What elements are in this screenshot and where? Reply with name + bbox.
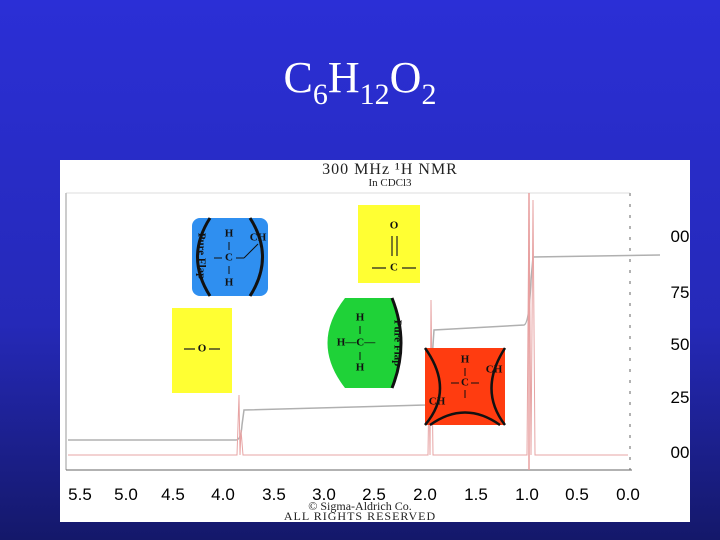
right-tick-label: 25	[671, 388, 690, 407]
spectrum-solvent: In CDCl3	[368, 177, 412, 189]
fragment-oxygen: O	[172, 308, 232, 393]
atom: H	[461, 354, 470, 366]
x-tick-label: 4.0	[211, 485, 235, 504]
title-sub: 12	[360, 78, 390, 111]
right-tick-label: 00	[671, 227, 690, 246]
x-tick-label: 3.5	[262, 485, 286, 504]
bonds	[214, 242, 259, 274]
title-sub: 2	[421, 78, 436, 111]
fragment-bg	[327, 298, 400, 388]
x-tick-label: 2.5	[362, 485, 386, 504]
copyright: © Sigma-Aldrich Co.	[308, 499, 411, 513]
x-axis-labels: 5.5 5.0 4.5 4.0 3.5 3.0 2.5 2.0 1.5 1.0 …	[68, 485, 640, 504]
bonds	[372, 236, 416, 269]
atom: CH	[486, 364, 503, 376]
right-axis-labels: 00 75 50 25 00	[671, 227, 690, 462]
atom: C	[225, 252, 233, 264]
x-tick-label: 1.5	[464, 485, 488, 504]
atom: H—C—	[337, 337, 377, 349]
atom: CH	[250, 232, 267, 244]
atom: H	[225, 228, 234, 240]
right-tick-label: 00	[671, 443, 690, 462]
x-tick-label: 2.0	[413, 485, 437, 504]
atom: H	[356, 312, 365, 324]
atom: H	[356, 362, 365, 374]
slide-title: C6H12O2	[284, 53, 437, 111]
fragment-carbonyl: O C	[358, 205, 420, 283]
fragment-blue: H C H CH Pure Flap	[192, 217, 268, 297]
x-tick-label: 1.0	[515, 485, 539, 504]
spectrum-header: 300 MHz ¹H NMR	[322, 161, 458, 178]
title-part: O	[390, 53, 422, 102]
atom: CH	[429, 396, 446, 408]
fragment-bg	[172, 308, 232, 393]
title-sub: 6	[313, 78, 328, 111]
fragment-edge	[423, 347, 507, 427]
x-tick-label: 5.0	[114, 485, 138, 504]
atom: C	[461, 377, 469, 389]
fragment-edge	[196, 217, 264, 297]
fragment-bg	[192, 218, 268, 296]
title-part: H	[328, 53, 360, 102]
fragment-red: H C CH CH	[423, 347, 507, 427]
rights: ALL RIGHTS RESERVED	[284, 509, 436, 523]
fragment-bg	[358, 205, 420, 283]
x-tick-label: 5.5	[68, 485, 92, 504]
atom: O	[390, 220, 399, 232]
atom: C	[390, 262, 398, 274]
right-tick-label: 75	[671, 283, 690, 302]
title-part: C	[284, 53, 313, 102]
x-tick-label: 0.5	[565, 485, 589, 504]
fragment-green: H H—C— H Pure Flap	[327, 297, 403, 389]
flap-label: Pure Flap	[195, 233, 207, 280]
fragment-edge	[390, 297, 403, 389]
atom: O	[198, 343, 207, 355]
x-tick-label: 3.0	[312, 485, 336, 504]
right-tick-label: 50	[671, 335, 690, 354]
flap-label: Pure Flap	[391, 320, 403, 367]
bonds	[451, 368, 479, 398]
x-tick-label: 4.5	[161, 485, 185, 504]
spectrum-trace	[68, 192, 628, 456]
x-tick-label: 0.0	[616, 485, 640, 504]
atom: H	[225, 277, 234, 289]
